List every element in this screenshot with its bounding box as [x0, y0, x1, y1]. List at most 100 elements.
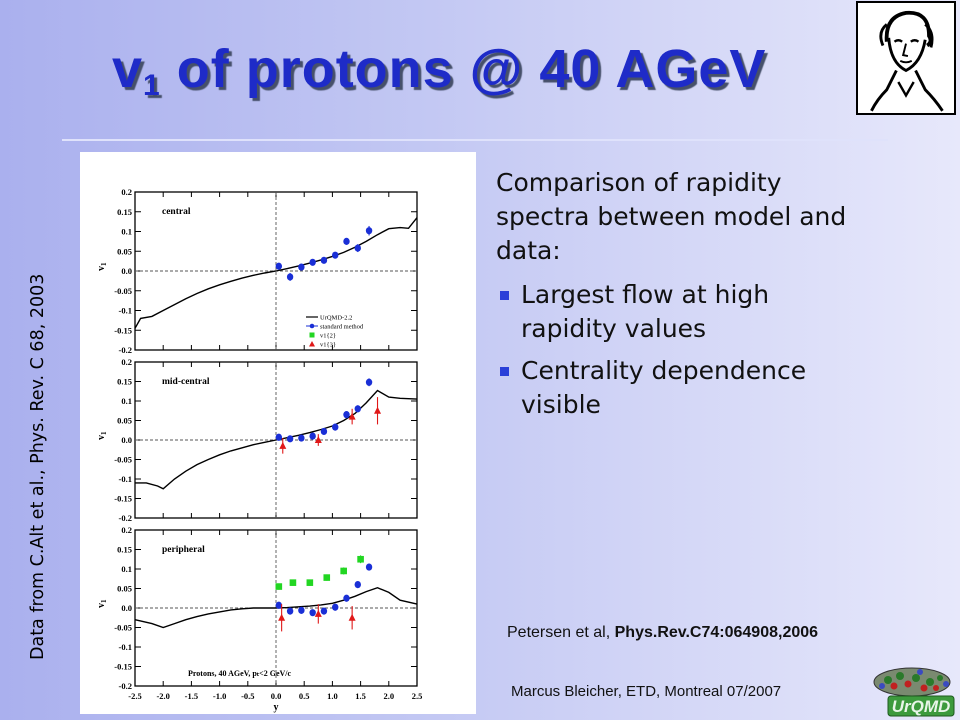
data-point-blue	[309, 609, 316, 617]
data-source-note: Data from C.Alt et al., Phys. Rev. C 68,…	[28, 273, 48, 660]
title-divider	[62, 139, 888, 141]
y-tick-label: 0.05	[117, 584, 132, 594]
data-point-blue	[320, 427, 328, 436]
data-point-blue	[298, 434, 305, 442]
y-tick-label: -0.2	[119, 345, 132, 355]
model-curve-urqmd	[135, 389, 418, 490]
data-point-green	[275, 583, 283, 590]
panel-label: peripheral	[162, 545, 205, 555]
data-point-green	[340, 567, 347, 575]
portrait-sketch	[870, 10, 944, 112]
legend-entry: v1{3}	[320, 342, 336, 349]
x-tick-label: -1.0	[213, 691, 226, 701]
data-point-red	[374, 406, 382, 414]
logo-text: UrQMD	[892, 697, 951, 716]
y-tick-label: -0.2	[119, 681, 132, 691]
bullet-item: Largest flow at high rapidity values	[496, 278, 866, 346]
intro-text: Comparison of rapidity spectra between m…	[496, 168, 847, 265]
y-tick-label: -0.15	[114, 494, 132, 504]
data-point-blue	[320, 607, 328, 615]
data-point-blue	[332, 423, 339, 431]
y-axis-label: v1	[96, 431, 108, 440]
data-point-blue	[320, 256, 328, 264]
data-point-blue	[365, 227, 373, 235]
legend-marker-red	[309, 341, 315, 347]
y-tick-label: 0.2	[121, 357, 132, 367]
data-point-blue	[343, 411, 350, 419]
plot-annotation: Protons, 40 AGeV, pₜ<2 GeV/c	[188, 669, 292, 678]
y-tick-label: 0.05	[117, 246, 132, 256]
v1-plots-svg: 0.2 0.15 0.1 0.05 0.0 -0.05 -0.1 -0.15 -0.2 centr…	[96, 187, 423, 713]
data-point-blue	[275, 262, 283, 270]
legend-marker-green	[309, 332, 315, 338]
data-point-blue	[298, 606, 305, 614]
urqmd-logo: UrQMD	[870, 664, 956, 718]
panel-label: mid-central	[162, 377, 210, 387]
y-tick-label: 0.1	[121, 227, 132, 237]
y-tick-label: -0.05	[114, 286, 132, 296]
square-bullet-icon	[500, 291, 509, 300]
legend-entry: v1{2}	[320, 333, 336, 340]
data-point-blue	[286, 273, 294, 281]
square-bullet-icon	[500, 367, 509, 376]
data-point-blue	[343, 594, 350, 602]
v1-rapidity-figure: 0.2 0.15 0.1 0.05 0.0 -0.05 -0.1 -0.15 -0.2 centr…	[80, 152, 476, 714]
data-point-red	[279, 441, 287, 449]
y-tick-label: 0.05	[117, 416, 132, 426]
data-point-blue	[298, 263, 305, 271]
citation: Petersen et al, Phys.Rev.C74:064908,2006	[507, 624, 818, 642]
data-point-blue	[354, 581, 361, 589]
data-point-blue	[275, 433, 283, 441]
data-point-blue	[332, 603, 339, 611]
data-point-blue	[309, 258, 316, 266]
data-point-blue	[354, 405, 361, 413]
data-point-red	[278, 613, 286, 621]
panel-label: central	[162, 207, 191, 217]
y-tick-label: -0.15	[114, 662, 132, 672]
model-curve-urqmd	[134, 217, 418, 329]
data-point-red	[314, 609, 322, 617]
footer-credit: Marcus Bleicher, ETD, Montreal 07/2007	[511, 683, 782, 700]
x-tick-label: 2.5	[412, 691, 423, 701]
bullet-text: Largest flow at high rapidity values	[521, 280, 770, 343]
data-point-blue	[286, 435, 294, 443]
x-tick-label: 2.0	[383, 691, 394, 701]
data-point-blue	[343, 237, 350, 245]
x-tick-label: -2.0	[156, 691, 169, 701]
x-axis-label: y	[274, 702, 279, 713]
legend-entry: UrQMD-2.2	[320, 315, 352, 322]
y-tick-label: -0.1	[119, 474, 132, 484]
data-point-red	[314, 436, 322, 443]
y-tick-label: -0.1	[119, 642, 132, 652]
text-block: Comparison of rapidity spectra between m…	[496, 166, 866, 422]
data-point-blue	[332, 251, 339, 259]
model-curve-urqmd	[134, 586, 418, 629]
citation-reference: Phys.Rev.C74:064908,2006	[614, 624, 819, 641]
y-tick-label: 0.15	[117, 207, 132, 217]
x-tick-label: 0.5	[299, 691, 310, 701]
y-axis-label: v1	[96, 599, 108, 608]
data-point-blue	[365, 563, 373, 571]
y-tick-label: 0.0	[121, 435, 132, 445]
data-point-blue	[354, 244, 361, 252]
x-tick-label: 0.0	[271, 691, 282, 701]
y-tick-label: -0.1	[119, 306, 132, 316]
data-point-blue	[286, 607, 294, 615]
y-tick-label: -0.05	[114, 455, 132, 465]
x-tick-label: 1.5	[355, 691, 366, 701]
slide-title: v1 of protons @ 40 AGeV	[112, 39, 767, 102]
x-tick-label: -0.5	[241, 691, 254, 701]
bullet-text: Centrality dependence visible	[521, 356, 807, 419]
data-point-red	[348, 412, 356, 420]
bullet-item: Centrality dependence visible	[496, 354, 866, 422]
citation-authors: Petersen et al,	[507, 624, 615, 641]
x-tick-label: -2.5	[128, 691, 141, 701]
goethe-portrait-logo	[856, 1, 956, 115]
y-tick-label: 0.15	[117, 377, 132, 387]
y-tick-label: -0.05	[114, 623, 132, 633]
data-point-blue	[365, 378, 373, 386]
y-tick-label: 0.1	[121, 396, 132, 406]
legend-entry: standard method	[320, 324, 364, 331]
y-tick-label: -0.15	[114, 325, 132, 335]
data-point-green	[323, 574, 331, 581]
